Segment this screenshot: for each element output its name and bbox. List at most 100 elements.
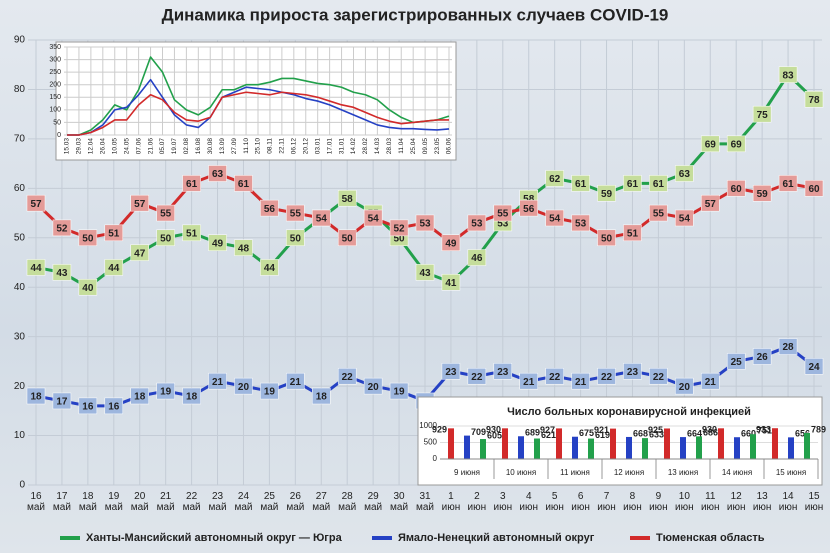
data-label: 22: [601, 372, 613, 383]
data-label: 19: [394, 387, 406, 398]
data-label-box: [52, 392, 72, 410]
bar: [734, 437, 740, 459]
data-label-box: [130, 387, 149, 405]
data-label: 55: [497, 209, 509, 220]
y-tick-label: 40: [14, 282, 26, 293]
bar: [534, 438, 540, 459]
data-label: 58: [342, 194, 354, 205]
data-label: 18: [134, 392, 146, 403]
bar: [718, 428, 724, 459]
data-label-box: [778, 175, 798, 192]
data-label-box: [726, 135, 746, 153]
bar: [572, 436, 578, 459]
series-line: [67, 78, 450, 136]
data-label: 18: [186, 392, 198, 403]
data-label: 28: [783, 342, 795, 353]
data-label-box: [52, 264, 72, 281]
data-label: 58: [523, 194, 535, 205]
data-label: 49: [445, 238, 457, 249]
data-label-box: [623, 175, 642, 192]
x-tick-label: 10 июн: [675, 491, 694, 513]
data-label: 43: [419, 268, 431, 279]
y-tick-label: 0: [433, 454, 438, 463]
y-tick-label: 70: [14, 134, 26, 145]
data-label-box: [363, 377, 383, 395]
data-label-box: [260, 259, 279, 276]
data-label-box: [78, 397, 98, 415]
y-tick-label: 10: [14, 430, 26, 441]
data-label: 23: [497, 367, 509, 378]
y-tick-label: 350: [49, 44, 61, 51]
data-label: 49: [212, 238, 224, 249]
data-label-box: [104, 397, 124, 415]
data-label: 927: [540, 425, 555, 435]
data-label: 56: [264, 204, 276, 215]
x-tick-label: 25.04: [410, 138, 417, 155]
x-tick-label: 15.03: [64, 138, 71, 155]
data-label: 19: [160, 387, 172, 398]
data-label-box: [623, 224, 642, 242]
data-label-box: [26, 387, 46, 405]
bar: [788, 437, 794, 459]
data-label-box: [389, 219, 409, 237]
y-tick-label: 0: [19, 480, 25, 491]
data-label-box: [752, 105, 772, 123]
data-label: 20: [368, 382, 380, 393]
data-label-box: [337, 367, 357, 385]
data-label: 50: [82, 233, 94, 244]
data-label: 48: [238, 243, 250, 254]
data-label-box: [597, 185, 616, 202]
x-tick-label: 22 май: [182, 491, 201, 513]
x-tick-label: 6 июн: [571, 491, 590, 513]
data-label: 52: [56, 224, 68, 235]
bar: [610, 428, 616, 459]
data-label-box: [571, 175, 590, 192]
data-label-box: [441, 274, 461, 291]
x-tick-label: 06.12: [291, 138, 298, 155]
data-label: 61: [186, 179, 198, 190]
x-tick-label: 19 май: [104, 491, 123, 513]
x-tick-label: 11 июня: [560, 468, 590, 477]
x-tick-label: 02.08: [183, 138, 190, 155]
data-label: 63: [212, 169, 224, 180]
data-label: 61: [653, 179, 665, 190]
data-label: 69: [705, 139, 717, 150]
data-label: 50: [290, 233, 302, 244]
data-label: 50: [394, 233, 406, 244]
x-tick-label: 1 июн: [441, 491, 461, 513]
bar: [448, 428, 454, 459]
data-label: 619: [595, 430, 610, 440]
data-label-box: [519, 199, 538, 217]
data-label-box: [78, 229, 98, 247]
x-tick-label: 06.06: [446, 138, 453, 155]
data-label: 22: [342, 372, 354, 383]
data-label: 21: [705, 377, 717, 388]
x-tick-label: 11 июн: [700, 491, 720, 513]
data-label: 656: [795, 429, 810, 439]
data-label: 44: [264, 263, 276, 274]
y-tick-label: 500: [424, 438, 438, 447]
data-label-box: [26, 194, 46, 212]
data-label-box: [156, 229, 175, 247]
x-tick-label: 16.08: [195, 138, 202, 155]
y-tick-label: 50: [53, 119, 61, 126]
data-label-box: [778, 338, 798, 355]
data-label: 57: [705, 199, 717, 210]
y-tick-label: 60: [14, 183, 26, 194]
data-label-box: [389, 382, 409, 400]
data-label-box: [804, 180, 824, 197]
data-label: 930: [486, 425, 501, 435]
data-label-box: [545, 209, 564, 227]
x-tick-label: 29 май: [364, 491, 383, 513]
data-label: 61: [238, 179, 250, 190]
data-label-box: [571, 214, 590, 232]
data-label: 51: [108, 228, 120, 239]
x-tick-label: 4 июн: [519, 491, 539, 513]
bar: [464, 435, 470, 459]
data-label-box: [597, 367, 616, 385]
data-label: 933: [756, 425, 771, 435]
data-label: 61: [575, 179, 587, 190]
data-label: 26: [757, 352, 769, 363]
x-tick-label: 24.05: [123, 138, 130, 155]
